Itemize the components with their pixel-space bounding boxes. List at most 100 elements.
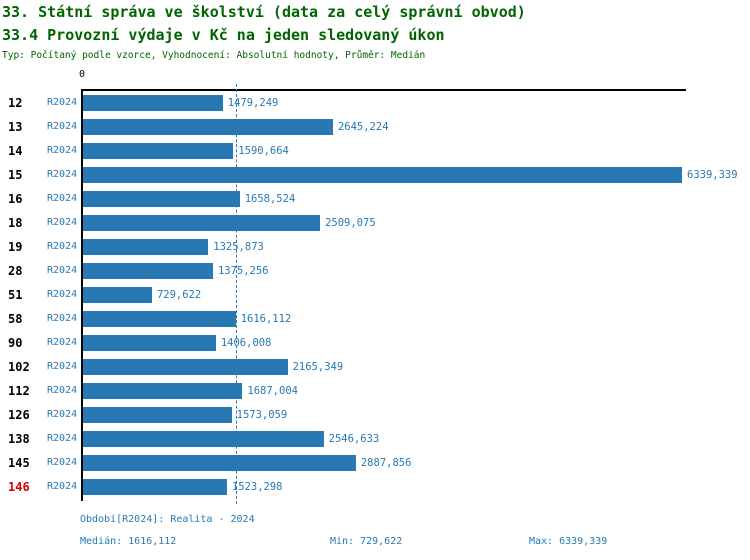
bar [83,359,288,375]
bar-value-label: 1573,059 [236,409,288,421]
bar-track: 1573,059 [83,403,682,427]
row-period-label: R2024 [47,145,78,156]
row-period-label: R2024 [47,337,78,348]
axis-origin-label: 0 [78,69,86,80]
bar-track: 1325,873 [83,235,682,259]
bar [83,215,321,231]
bar-row: 14 R2024 1590,664 [0,139,750,163]
row-id-label: 13 [8,120,23,134]
row-period-label: R2024 [47,457,78,468]
bar-row: 12 R2024 1479,249 [0,91,750,115]
row-id-label: 19 [8,240,23,254]
chart-subtitle: Typ: Počítaný podle vzorce, Vyhodnocení:… [2,50,426,61]
bar-value-label: 2887,856 [360,457,412,469]
bar-value-label: 1658,524 [244,193,296,205]
bar [83,95,223,111]
row-period-label: R2024 [47,433,78,444]
bar-track: 2509,075 [83,211,682,235]
row-period-label: R2024 [47,481,78,492]
bar [83,287,152,303]
row-id-label: 112 [8,384,30,398]
row-period-label: R2024 [47,361,78,372]
row-period-label: R2024 [47,385,78,396]
bar-value-label: 6339,339 [687,169,738,181]
bar-value-label: 1687,004 [247,385,298,397]
y-axis-line [81,89,83,501]
bar-track: 2165,349 [83,355,682,379]
footer-min-label: Min: 729,622 [330,536,403,547]
bar [83,479,227,495]
row-period-label: R2024 [47,121,78,132]
bar-value-label: 2509,075 [325,217,376,229]
bar-value-label: 1406,008 [220,337,272,349]
bar-row: 18 R2024 2509,075 [0,211,750,235]
bar [83,311,236,327]
row-id-label: 12 [8,96,23,110]
row-period-label: R2024 [47,241,78,252]
bar-track: 729,622 [83,283,682,307]
bar-track: 1658,524 [83,187,682,211]
bar-row: 28 R2024 1375,256 [0,259,750,283]
bar [83,143,234,159]
x-axis-line [81,89,686,91]
row-id-label: 58 [8,312,23,326]
row-period-label: R2024 [47,289,78,300]
bar [83,431,324,447]
row-period-label: R2024 [47,97,78,108]
bar-row: 13 R2024 2645,224 [0,115,750,139]
bar-row: 15 R2024 6339,339 [0,163,750,187]
bar-track: 1479,249 [83,91,682,115]
footer-max-label: Max: 6339,339 [529,536,608,547]
row-id-label: 90 [8,336,23,350]
chart-rows: 12 R2024 1479,249 13 R2024 2645,224 14 R… [0,91,750,499]
bar [83,263,213,279]
row-id-label: 16 [8,192,23,206]
row-id-label: 51 [8,288,23,302]
bar-row: 126 R2024 1573,059 [0,403,750,427]
bar-row: 51 R2024 729,622 [0,283,750,307]
row-id-label: 146 [8,480,30,494]
bar-track: 1687,004 [83,379,682,403]
bar-track: 1375,256 [83,259,682,283]
bar-value-label: 2645,224 [337,121,389,133]
bar-track: 1590,664 [83,139,682,163]
row-period-label: R2024 [47,193,78,204]
row-period-label: R2024 [47,265,78,276]
bar-row: 102 R2024 2165,349 [0,355,750,379]
row-period-label: R2024 [47,217,78,228]
bar-track: 1523,298 [83,475,682,499]
bar-row: 19 R2024 1325,873 [0,235,750,259]
bar-value-label: 1375,256 [217,265,269,277]
bar-track: 1406,008 [83,331,682,355]
footer-period-label: Období[R2024]: Realita - 2024 [80,514,255,525]
bar [83,191,240,207]
row-period-label: R2024 [47,409,78,420]
chart-title: 33.4 Provozní výdaje v Kč na jeden sledo… [2,26,445,44]
bar [83,407,232,423]
bar-value-label: 1479,249 [227,97,279,109]
bar [83,383,243,399]
row-id-label: 18 [8,216,23,230]
bar-value-label: 2165,349 [292,361,344,373]
bar-track: 2887,856 [83,451,682,475]
bar-row: 58 R2024 1616,112 [0,307,750,331]
row-period-label: R2024 [47,313,78,324]
bar-track: 2645,224 [83,115,682,139]
footer-median-label: Medián: 1616,112 [80,536,177,547]
bar-value-label: 1325,873 [213,241,264,253]
row-id-label: 14 [8,144,23,158]
row-id-label: 102 [8,360,30,374]
bar [83,167,682,183]
bar-row: 138 R2024 2546,633 [0,427,750,451]
bar-value-label: 2546,633 [328,433,380,445]
row-id-label: 15 [8,168,23,182]
bar [83,455,356,471]
page-title: 33. Státní správa ve školství (data za c… [2,3,526,21]
bar-row: 90 R2024 1406,008 [0,331,750,355]
bar-track: 1616,112 [83,307,682,331]
row-id-label: 138 [8,432,30,446]
bar-value-label: 1523,298 [231,481,283,493]
row-id-label: 28 [8,264,23,278]
bar-track: 6339,339 [83,163,738,187]
row-id-label: 145 [8,456,30,470]
